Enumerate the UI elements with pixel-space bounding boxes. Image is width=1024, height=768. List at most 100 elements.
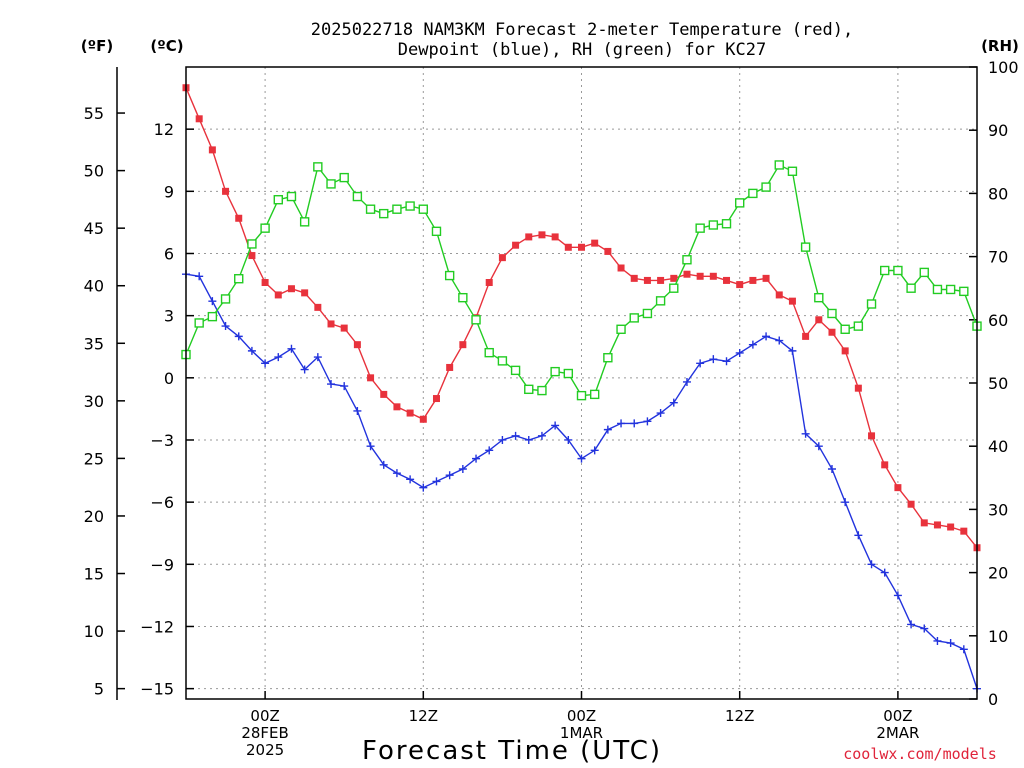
rh-point	[458, 292, 468, 303]
rh-point	[550, 366, 560, 377]
rh-point	[313, 162, 323, 172]
rh-point	[840, 324, 850, 334]
rh-point	[247, 239, 257, 249]
dewpoint-series	[182, 270, 981, 693]
celsius-tick-label: −6	[150, 493, 174, 512]
temperature-point	[274, 291, 282, 299]
temperature-point	[907, 500, 915, 508]
dewpoint-point	[406, 475, 415, 484]
dewpoint-point	[762, 332, 771, 341]
dewpoint-point	[709, 355, 718, 364]
rh-tick-label: 30	[988, 500, 1008, 519]
dewpoint-point	[735, 348, 744, 357]
dewpoint-point	[208, 297, 217, 306]
fahrenheit-tick-label: 15	[84, 565, 104, 584]
time-tick-label: 2MAR	[876, 724, 919, 742]
rh-tick-label: 40	[988, 437, 1008, 456]
temperature-point	[775, 291, 783, 299]
temperature-point	[841, 347, 849, 355]
temperature-point	[353, 341, 361, 349]
chart-title-line1: 2025022718 NAM3KM Forecast 2-meter Tempe…	[311, 20, 853, 40]
celsius-tick-label: 6	[164, 244, 174, 263]
chart-title-line2: Dewpoint (blue), RH (green) for KC27	[398, 40, 766, 60]
temperature-point	[340, 324, 348, 332]
rh-point	[827, 308, 837, 319]
temperature-point	[287, 285, 295, 293]
temperature-point	[248, 252, 256, 260]
rh-tick-label: 60	[988, 311, 1008, 330]
temperature-point	[868, 432, 876, 440]
fahrenheit-tick-label: 45	[84, 219, 104, 238]
rh-point	[524, 384, 534, 395]
dewpoint-point	[445, 471, 454, 480]
dewpoint-point	[907, 620, 916, 629]
temperature-point	[380, 390, 388, 398]
rh-point	[880, 265, 890, 276]
dewpoint-point	[551, 421, 560, 430]
rh-tick-label: 100	[988, 58, 1019, 77]
dewpoint-point	[590, 446, 599, 455]
dewpoint-point	[630, 419, 639, 428]
rh-point	[576, 390, 587, 401]
dewpoint-point	[748, 340, 757, 349]
temperature-point	[512, 241, 520, 249]
rh-point	[234, 274, 244, 284]
rh-point	[471, 315, 481, 325]
temperature-point	[762, 274, 770, 282]
temperature-point	[894, 484, 902, 492]
dewpoint-point	[669, 398, 678, 407]
dewpoint-point	[959, 645, 968, 654]
dewpoint-point	[643, 417, 652, 426]
rh-point	[273, 195, 283, 205]
temperature-point	[947, 523, 955, 531]
temperature-line	[185, 87, 978, 549]
temperature-point	[367, 374, 375, 382]
rh-point	[365, 204, 376, 214]
credit-text: coolwx.com/models	[843, 745, 997, 763]
rh-point	[893, 265, 903, 276]
rh-point	[286, 191, 297, 202]
rh-point	[853, 321, 864, 331]
celsius-tick-label: 0	[164, 369, 174, 388]
dewpoint-point	[300, 365, 309, 374]
temperature-point	[195, 115, 203, 123]
temperature-point	[235, 214, 243, 222]
rh-point	[906, 283, 916, 293]
time-tick-label: 2025	[246, 741, 284, 759]
dewpoint-point	[788, 346, 797, 355]
time-tick-label: 1MAR	[560, 724, 603, 742]
temperature-point	[630, 274, 638, 282]
rh-point	[945, 284, 956, 295]
dewpoint-point	[327, 380, 336, 389]
rh-point	[629, 313, 639, 323]
rh-point	[787, 166, 798, 176]
temperature-point	[854, 384, 862, 392]
temperature-point	[538, 231, 546, 239]
fahrenheit-tick-label: 25	[84, 449, 104, 468]
temperature-point	[657, 276, 665, 284]
dewpoint-point	[524, 435, 533, 444]
dewpoint-point	[577, 454, 586, 463]
rh-point	[207, 311, 218, 322]
temperature-point	[498, 254, 506, 262]
dewpoint-point	[696, 359, 705, 368]
temperature-series	[182, 84, 981, 552]
rh-point	[748, 188, 758, 199]
dewpoint-point	[498, 435, 507, 444]
rh-point	[418, 204, 428, 214]
temperature-point	[933, 521, 941, 529]
dewpoint-point	[432, 477, 441, 486]
rh-tick-label: 20	[988, 564, 1008, 583]
fahrenheit-tick-label: 30	[84, 392, 104, 411]
rh-point	[800, 242, 811, 252]
rh-point	[721, 219, 732, 229]
temperature-point	[314, 303, 322, 311]
rh-point	[379, 208, 389, 219]
fahrenheit-tick-label: 20	[84, 507, 104, 526]
rh-point	[866, 299, 877, 309]
fahrenheit-tick-label: 10	[84, 622, 104, 641]
rh-point	[444, 270, 455, 281]
rh-point	[959, 286, 969, 297]
